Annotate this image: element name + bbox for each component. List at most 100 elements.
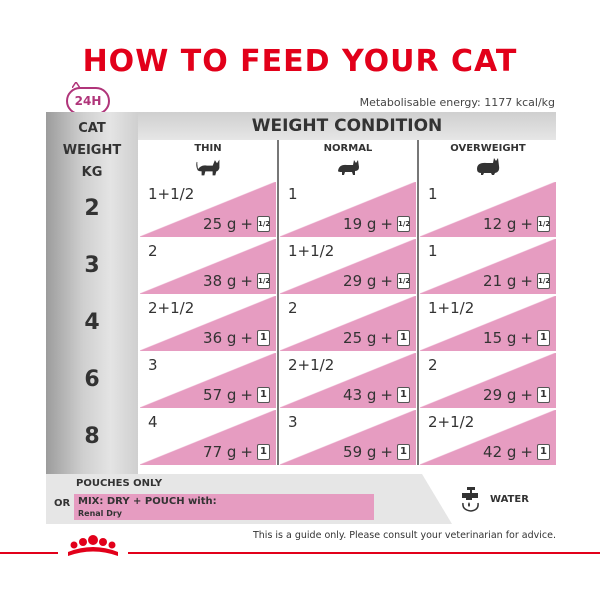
water-box-bevel xyxy=(422,474,452,524)
pouch-amount: 2+1/2 xyxy=(148,299,195,317)
plus-sign: + xyxy=(380,215,393,233)
column-thin: THIN xyxy=(140,140,276,182)
plus-sign: + xyxy=(380,272,393,290)
dry-amount-group: 77 g +1 xyxy=(203,443,270,461)
column-overweight: OVERWEIGHT xyxy=(420,140,556,182)
dry-amount-group: 42 g +1 xyxy=(483,443,550,461)
feeding-cell: 2+1/2 42 g +1 xyxy=(420,410,556,465)
pouch-icon: 1/2 xyxy=(257,273,270,289)
water-label: WATER xyxy=(490,494,529,505)
pouch-icon: 1 xyxy=(537,387,550,403)
badge-label: 24H xyxy=(74,94,102,108)
cell-wedge xyxy=(420,239,556,294)
dry-grams: 42 g xyxy=(483,443,517,461)
pouch-icon: 1 xyxy=(257,330,270,346)
feeding-cell: 1+1/2 15 g +1 xyxy=(420,296,556,351)
dry-amount-group: 12 g +1/2 xyxy=(483,215,550,233)
pouch-amount: 2+1/2 xyxy=(428,413,475,431)
dry-grams: 19 g xyxy=(343,215,377,233)
dry-amount-group: 25 g +1 xyxy=(343,329,410,347)
cell-wedge xyxy=(420,296,556,351)
condition-header-bg xyxy=(138,112,556,140)
cell-wedge xyxy=(420,353,556,408)
dry-amount-group: 19 g +1/2 xyxy=(343,215,410,233)
dry-grams: 25 g xyxy=(343,329,377,347)
weight-kg-8: 8 xyxy=(84,424,100,449)
dry-amount-group: 43 g +1 xyxy=(343,386,410,404)
feeding-cell: 2 38 g +1/2 xyxy=(140,239,276,294)
plus-sign: + xyxy=(240,386,253,404)
cell-wedge xyxy=(140,182,276,237)
pouch-icon: 1/2 xyxy=(537,216,550,232)
feeding-cell: 1 19 g +1/2 xyxy=(280,182,416,237)
weight-kg-6: 6 xyxy=(84,367,100,392)
brand-red-line xyxy=(0,552,600,554)
cell-wedge xyxy=(280,296,416,351)
dry-grams: 36 g xyxy=(203,329,237,347)
overweight-cat-icon xyxy=(477,158,500,175)
plus-sign: + xyxy=(380,386,393,404)
plus-sign: + xyxy=(380,329,393,347)
water-box: WATER xyxy=(422,474,556,524)
plus-sign: + xyxy=(520,329,533,347)
pouch-icon: 1 xyxy=(397,330,410,346)
column-normal: NORMAL xyxy=(280,140,416,182)
weight-kg-4: 4 xyxy=(84,310,100,335)
dry-amount-group: 29 g +1 xyxy=(483,386,550,404)
dry-grams: 15 g xyxy=(483,329,517,347)
plus-sign: + xyxy=(520,272,533,290)
plus-sign: + xyxy=(240,329,253,347)
cell-wedge xyxy=(420,182,556,237)
pouch-icon: 1 xyxy=(537,444,550,460)
pouch-icon: 1 xyxy=(257,444,270,460)
pouch-icon: 1 xyxy=(257,387,270,403)
cell-wedge xyxy=(420,410,556,465)
cell-wedge xyxy=(280,182,416,237)
cell-wedge xyxy=(140,353,276,408)
cat-weight-line-3: KG xyxy=(81,165,103,180)
pouch-amount: 2 xyxy=(288,299,298,317)
feeding-cell: 2+1/2 36 g +1 xyxy=(140,296,276,351)
cell-wedge xyxy=(140,296,276,351)
pouch-amount: 3 xyxy=(288,413,298,431)
feeding-cell: 3 59 g +1 xyxy=(280,410,416,465)
cell-wedge xyxy=(140,410,276,465)
pouch-amount: 1 xyxy=(288,185,298,203)
dry-amount-group: 21 g +1/2 xyxy=(483,272,550,290)
plus-sign: + xyxy=(520,386,533,404)
column-thin-label: THIN xyxy=(194,143,222,154)
column-normal-label: NORMAL xyxy=(323,143,373,154)
dry-amount-group: 57 g +1 xyxy=(203,386,270,404)
energy-info: Metabolisable energy: 1177 kcal/kg xyxy=(359,96,555,109)
normal-cat-icon xyxy=(338,160,359,175)
dry-grams: 21 g xyxy=(483,272,517,290)
water-tap-icon xyxy=(462,487,479,512)
weight-condition-header: WEIGHT CONDITION xyxy=(251,116,443,136)
page-title: HOW TO FEED YOUR CAT xyxy=(82,44,518,79)
mix-highlight xyxy=(74,494,374,520)
dry-amount-group: 25 g +1/2 xyxy=(203,215,270,233)
feeding-cell: 1+1/2 29 g +1/2 xyxy=(280,239,416,294)
plus-sign: + xyxy=(380,443,393,461)
cell-wedge xyxy=(140,239,276,294)
pouch-amount: 2+1/2 xyxy=(288,356,335,374)
dry-amount-group: 59 g +1 xyxy=(343,443,410,461)
pouch-amount: 1 xyxy=(428,242,438,260)
weight-kg-2: 2 xyxy=(84,196,100,221)
dry-grams: 12 g xyxy=(483,215,517,233)
cell-wedge xyxy=(280,239,416,294)
cat-weight-line-2: WEIGHT xyxy=(62,143,122,158)
cell-wedge xyxy=(280,353,416,408)
renal-dry-label: Renal Dry xyxy=(78,509,123,518)
feeding-cell: 2 29 g +1 xyxy=(420,353,556,408)
dry-grams: 29 g xyxy=(343,272,377,290)
plus-sign: + xyxy=(240,215,253,233)
or-label: OR xyxy=(54,498,71,509)
feeding-cell: 4 77 g +1 xyxy=(140,410,276,465)
plus-sign: + xyxy=(240,443,253,461)
dry-grams: 25 g xyxy=(203,215,237,233)
pouch-icon: 1 xyxy=(397,444,410,460)
pouch-amount: 1 xyxy=(428,185,438,203)
dry-grams: 57 g xyxy=(203,386,237,404)
pouch-icon: 1/2 xyxy=(397,216,410,232)
